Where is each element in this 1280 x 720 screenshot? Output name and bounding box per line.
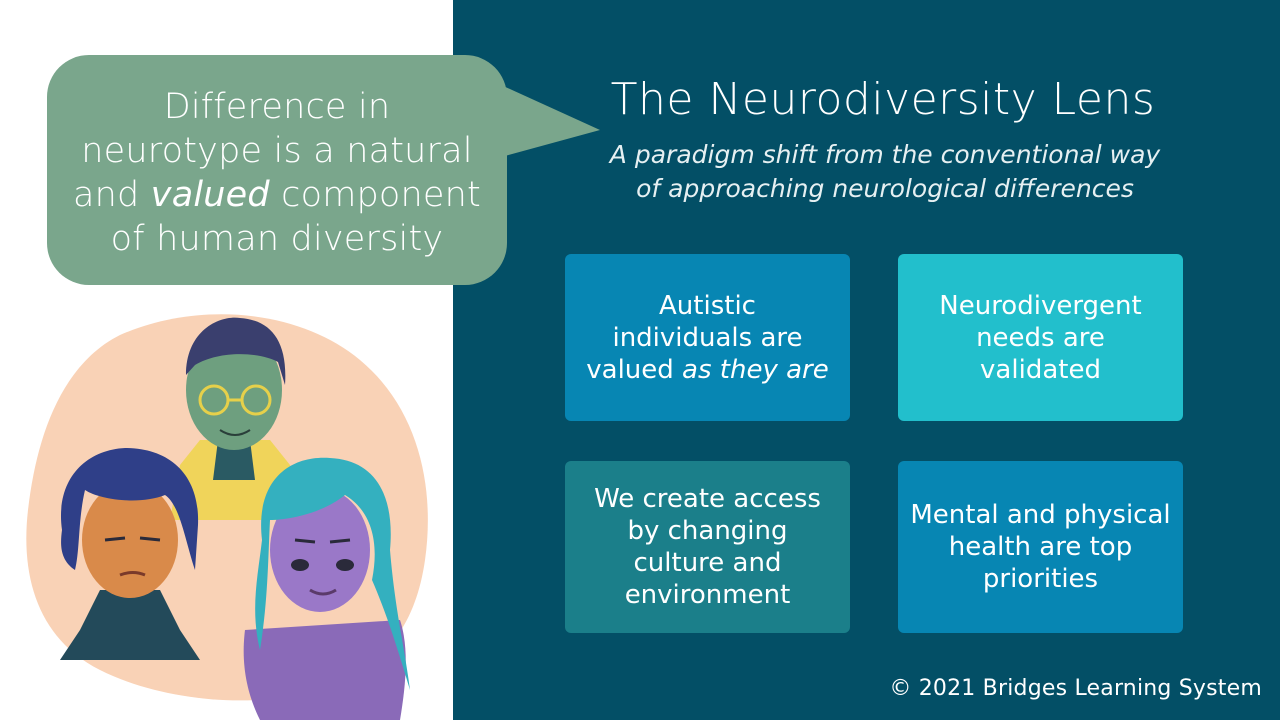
card-1-line-3: valued as they are (586, 354, 828, 386)
subtitle-line-1: A paradigm shift from the conventional w… (609, 140, 1161, 169)
person-woman-blue-hair-icon (60, 448, 200, 660)
card-create-access: We create access by changing culture and… (565, 461, 850, 633)
card-4-line-3: priorities (982, 564, 1099, 594)
card-valued-as-they-are: Autistic individuals are valued as they … (565, 254, 850, 421)
page-title: The Neurodiversity Lens (610, 74, 1156, 125)
bubble-line-2: neurotype is a natural (81, 131, 473, 171)
bubble-line-1: Difference in (163, 87, 391, 127)
speech-bubble (47, 55, 507, 285)
card-needs-validated: Neurodivergent needs are validated (898, 254, 1183, 421)
person-woman-teal-hair-icon (243, 457, 410, 720)
subtitle-line-2: of approaching neurological differences (636, 174, 1134, 203)
card-3-line-2: by changing (627, 516, 788, 546)
speech-bubble-text: Difference in neurotype is a natural and… (47, 85, 507, 261)
card-4-line-1: Mental and physical (910, 500, 1171, 530)
card-1-line-2: individuals are (612, 322, 803, 353)
page-subtitle: A paradigm shift from the conventional w… (560, 138, 1210, 206)
bubble-line-3-emphasis: valued (150, 175, 270, 215)
card-3-line-1: We create access (594, 484, 821, 514)
card-2-line-1: Neurodivergent (939, 290, 1142, 321)
bubble-line-3: and valued component (47, 173, 507, 217)
card-1-line-3-emphasis: as they are (682, 354, 829, 385)
card-2-line-2: needs are (976, 322, 1105, 353)
bubble-line-3-pre: and (73, 175, 151, 215)
bubble-line-4: of human diversity (110, 219, 444, 259)
card-3-line-4: environment (624, 580, 791, 610)
people-illustration (26, 314, 428, 720)
card-1-line-3-pre: valued (586, 354, 683, 385)
card-1-line-1: Autistic (659, 290, 756, 321)
card-4-line-2: health are top (948, 532, 1133, 562)
card-health-priorities: Mental and physical health are top prior… (898, 461, 1183, 633)
copyright-notice: © 2021 Bridges Learning System (889, 676, 1262, 701)
bubble-line-3-post: component (269, 175, 481, 215)
card-3-line-3: culture and (633, 548, 782, 578)
card-2-line-3: validated (980, 354, 1101, 385)
